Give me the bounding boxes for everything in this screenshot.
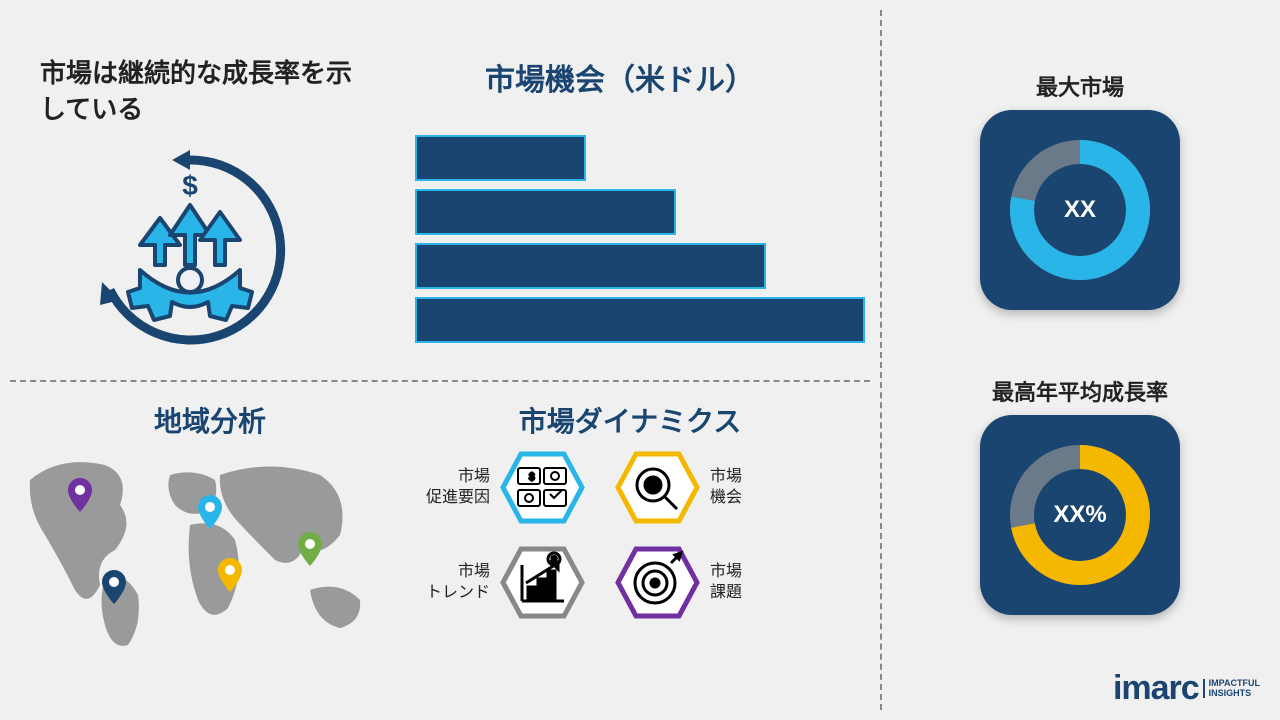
map-pin-icon	[298, 532, 322, 566]
logo-sub2: INSIGHTS	[1209, 689, 1260, 699]
dynamics-hex-2: $	[500, 545, 585, 620]
bar	[415, 189, 676, 235]
bar	[415, 135, 586, 181]
dynamics-grid: 市場促進要因 $ $ 市場機会 市場トレンド $ 市場課題	[420, 450, 860, 640]
dynamics-label-0: 市場促進要因	[420, 467, 490, 509]
card-largest-market: XX	[980, 110, 1180, 310]
horizontal-divider	[10, 380, 870, 382]
world-map	[10, 440, 390, 660]
bar	[415, 243, 766, 289]
bar-chart	[415, 135, 865, 351]
card-highest-cagr: XX%	[980, 415, 1180, 615]
map-pin-icon	[198, 495, 222, 529]
dynamics-hex-1: $	[615, 450, 700, 525]
svg-text:$: $	[182, 170, 198, 201]
card1-value: XX	[1064, 196, 1096, 224]
svg-text:$: $	[551, 555, 556, 565]
svg-text:$: $	[529, 472, 535, 483]
logo-text: imarc	[1113, 669, 1199, 708]
growth-statement: 市場は継続的な成長率を示している	[40, 55, 360, 128]
bar-chart-title: 市場機会（米ドル）	[380, 55, 860, 99]
svg-text:$: $	[650, 479, 657, 493]
logo: imarc IMPACTFUL INSIGHTS	[1113, 669, 1260, 708]
card2-title: 最高年平均成長率	[880, 375, 1280, 407]
map-pin-icon	[102, 570, 126, 604]
region-title: 地域分析	[60, 400, 360, 440]
bar	[415, 297, 865, 343]
growth-icon: $	[80, 140, 300, 360]
dynamics-hex-3	[615, 545, 700, 620]
dynamics-title: 市場ダイナミクス	[420, 400, 840, 440]
map-pin-icon	[218, 558, 242, 592]
dynamics-label-2: 市場トレンド	[420, 562, 490, 604]
map-pin-icon	[68, 478, 92, 512]
dynamics-label-3: 市場課題	[710, 562, 780, 604]
card1-title: 最大市場	[880, 70, 1280, 102]
dynamics-hex-0: $	[500, 450, 585, 525]
dynamics-label-1: 市場機会	[710, 467, 780, 509]
card2-value: XX%	[1053, 501, 1106, 529]
